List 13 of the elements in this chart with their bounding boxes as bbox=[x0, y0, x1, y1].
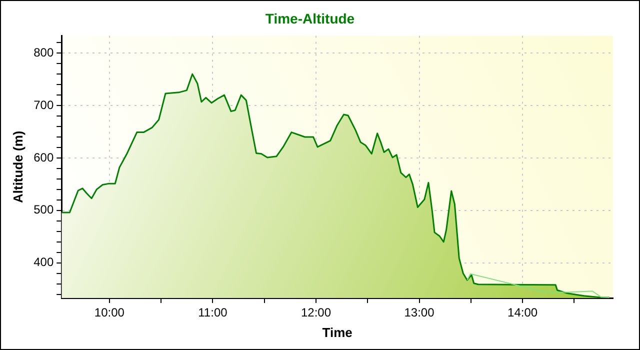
x-axis-title: Time bbox=[322, 324, 352, 340]
x-tick-label: 13:00 bbox=[404, 306, 435, 320]
y-tick-label: 800 bbox=[34, 45, 54, 60]
y-tick-label: 400 bbox=[34, 255, 54, 270]
y-tick-label: 700 bbox=[34, 98, 54, 112]
x-tick-label: 12:00 bbox=[300, 306, 332, 320]
x-tick-label: 10:00 bbox=[94, 306, 125, 320]
y-axis-title: Altitude (m) bbox=[10, 130, 26, 204]
x-tick-label: 14:00 bbox=[508, 306, 538, 320]
x-tick-label: 11:00 bbox=[198, 306, 228, 320]
chart-title: Time-Altitude bbox=[265, 10, 355, 26]
y-tick-label: 600 bbox=[34, 150, 54, 164]
y-tick-label: 500 bbox=[34, 202, 54, 217]
